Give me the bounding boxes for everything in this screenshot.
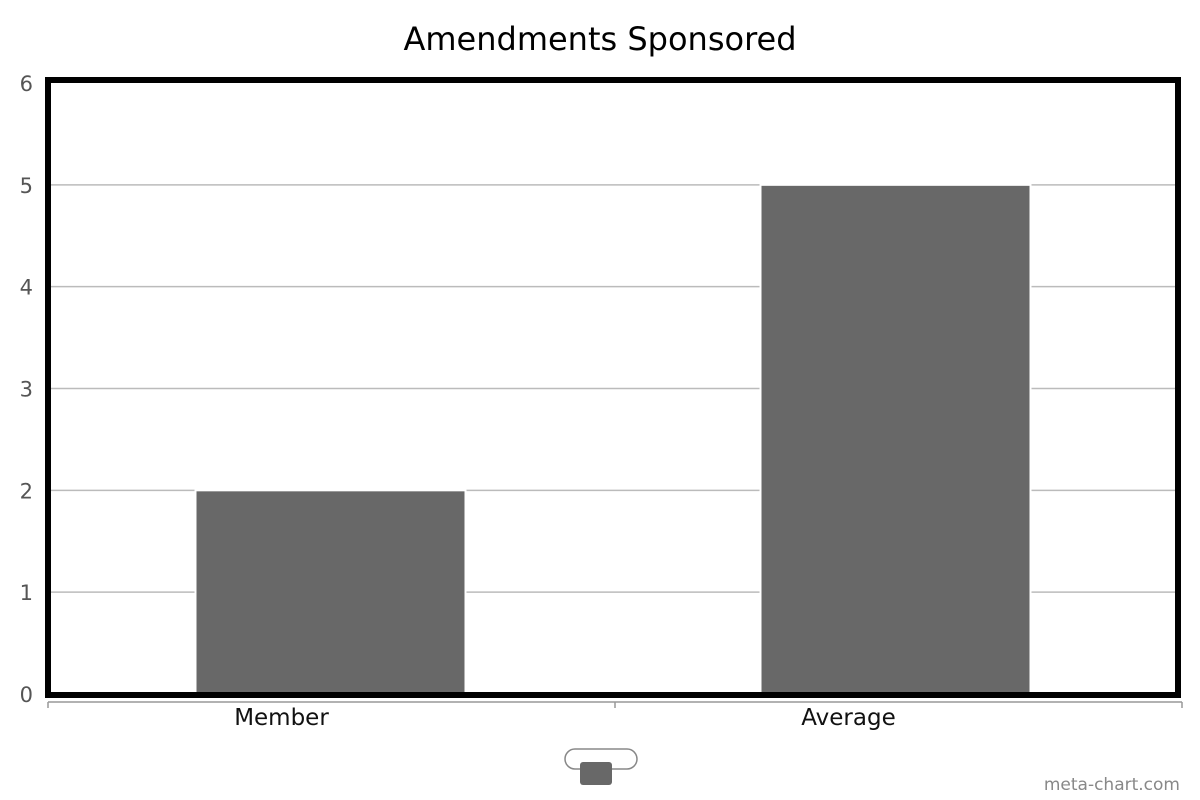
legend-swatch[interactable] (580, 762, 612, 785)
y-tick-label-3: 3 (20, 378, 33, 402)
x-tick-label-average: Average (801, 705, 895, 731)
y-tick-label-0: 0 (20, 683, 33, 707)
y-tick-label-1: 1 (20, 581, 33, 605)
x-axis-labels: Member Average (234, 705, 896, 731)
x-tick-label-member: Member (234, 705, 329, 731)
meta-chart-credit: meta-chart.com (1044, 775, 1180, 795)
legend[interactable] (564, 748, 638, 785)
plot-frame (45, 77, 1181, 698)
y-tick-label-2: 2 (20, 479, 33, 503)
y-tick-label-4: 4 (20, 276, 33, 300)
y-tick-label-6: 6 (20, 72, 33, 96)
x-axis (47, 701, 1183, 708)
bars (194, 183, 1032, 696)
y-axis-ticks: 0 1 2 3 4 5 6 (20, 72, 33, 707)
bar-average[interactable] (759, 183, 1032, 695)
chart-title: Amendments Sponsored (403, 20, 796, 58)
bar-member[interactable] (194, 489, 467, 696)
y-tick-label-5: 5 (20, 174, 33, 198)
